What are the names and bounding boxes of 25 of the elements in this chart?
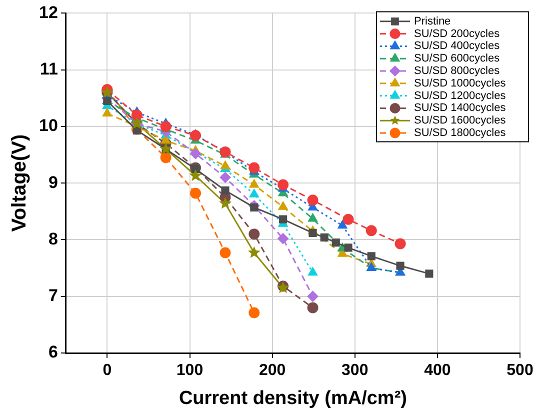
legend-label: SU/SD 600cycles xyxy=(414,52,500,65)
legend-label: SU/SD 400cycles xyxy=(414,40,500,52)
y-tick-label: 11 xyxy=(40,60,58,79)
x-tick-label: 500 xyxy=(506,362,534,380)
legend-label: SU/SD 1400cycles xyxy=(414,102,506,114)
x-axis-title: Current density (mA/cm²) xyxy=(178,388,407,409)
legend-label: SU/SD 800cycles xyxy=(414,65,500,78)
x-tick-label: 0 xyxy=(102,362,112,380)
legend-label: SU/SD 200cycles xyxy=(414,28,500,40)
legend-label: Pristine xyxy=(414,15,451,28)
y-tick-label: 8 xyxy=(48,229,58,248)
x-tick-label: 300 xyxy=(342,362,368,380)
legend-label: SU/SD 1800cycles xyxy=(414,127,506,140)
y-tick-label: 12 xyxy=(38,2,58,22)
x-tick-label: 200 xyxy=(258,362,286,380)
x-tick-label: 100 xyxy=(176,362,204,380)
legend-label: SU/SD 1600cycles xyxy=(414,114,506,127)
y-tick-label: 9 xyxy=(48,172,58,192)
x-tick-label: 400 xyxy=(424,362,451,380)
y-tick-label: 6 xyxy=(48,342,58,362)
y-axis-title: Voltage(V) xyxy=(8,134,31,232)
legend-label: SU/SD 1000cycles xyxy=(414,77,506,90)
y-tick-label: 7 xyxy=(48,286,58,306)
legend-label: SU/SD 1200cycles xyxy=(414,90,506,102)
y-tick-label: 10 xyxy=(38,116,58,136)
